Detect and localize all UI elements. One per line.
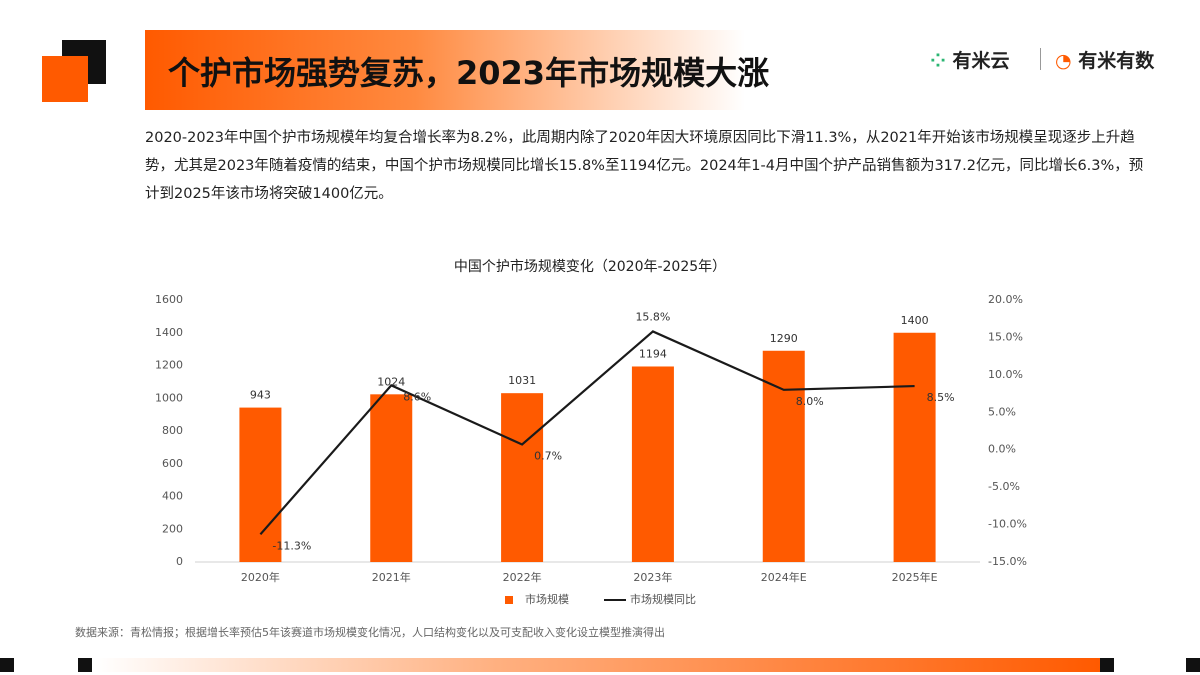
- deco-square: [1186, 658, 1200, 672]
- legend-label: 市场规模同比: [630, 592, 696, 606]
- y-tick-label: 1000: [155, 391, 183, 404]
- legend-swatch: [505, 596, 513, 604]
- deco-square: [1100, 658, 1114, 672]
- y2-tick-label: -15.0%: [988, 555, 1027, 568]
- bar: [239, 407, 282, 562]
- deco-square: [78, 658, 92, 672]
- bar-value-label: 1024: [377, 375, 405, 388]
- line-value-label: 15.8%: [635, 310, 670, 323]
- y-tick-label: 400: [162, 490, 183, 503]
- bar: [501, 393, 544, 562]
- logo-text: 有米有数: [1078, 50, 1155, 72]
- y-tick-label: 0: [176, 555, 183, 568]
- y-tick-label: 200: [162, 522, 183, 535]
- y2-tick-label: -5.0%: [988, 480, 1020, 493]
- y2-tick-label: 20.0%: [988, 293, 1023, 306]
- bar-value-label: 1194: [639, 347, 667, 360]
- logo: ⁘ 有米云: [930, 50, 1010, 72]
- y-tick-label: 800: [162, 424, 183, 437]
- chart: 中国个护市场规模变化（2020年-2025年） 0 200 400 600 800 100…: [155, 258, 1027, 606]
- y2-tick-label: 15.0%: [988, 330, 1023, 343]
- y-tick-label: 1400: [155, 326, 183, 339]
- line-value-label: 8.5%: [927, 391, 955, 404]
- bar-value-label: 943: [250, 389, 271, 402]
- bar: [631, 366, 674, 562]
- x-tick-label: 2022年: [503, 570, 542, 584]
- x-tick-label: 2024年E: [761, 570, 807, 584]
- title-band: [145, 30, 745, 110]
- line: [259, 330, 915, 536]
- line-value-label: 8.0%: [796, 395, 824, 408]
- x-tick-label: 2025年E: [892, 570, 938, 584]
- bar-value-label: 1400: [901, 314, 929, 327]
- bar: [762, 350, 805, 562]
- y-tick-label: 1600: [155, 293, 183, 306]
- x-tick-label: 2020年: [241, 570, 280, 584]
- x-tick-label: 2021年: [372, 570, 411, 584]
- line-value-label: 0.7%: [534, 449, 562, 462]
- y-tick-label: 600: [162, 457, 183, 470]
- logo-text: 有米云: [952, 50, 1010, 72]
- y2-tick-label: 0.0%: [988, 443, 1016, 456]
- bar: [893, 332, 936, 562]
- deco-square: [42, 56, 88, 102]
- y2-tick-label: -10.0%: [988, 518, 1027, 531]
- chart-title: 中国个护市场规模变化（2020年-2025年）: [454, 258, 726, 275]
- footer-bar: [95, 658, 1100, 672]
- y-tick-label: 1200: [155, 359, 183, 372]
- x-tick-label: 2023年: [633, 570, 672, 584]
- deco-square: [0, 658, 14, 672]
- logo: ◔ 有米有数: [1055, 50, 1155, 72]
- y2-tick-label: 10.0%: [988, 368, 1023, 381]
- bar: [370, 394, 413, 562]
- bar-value-label: 1290: [770, 332, 798, 345]
- bar-value-label: 1031: [508, 374, 536, 387]
- y2-tick-label: 5.0%: [988, 405, 1016, 418]
- summary-text: 2020-2023年中国个护市场规模年均复合增长率为8.2%，此周期内除了202…: [145, 130, 1144, 202]
- legend-label: 市场规模: [525, 592, 569, 606]
- source-note: 数据来源：青松情报；根据增长率预估5年该赛道市场规模变化情况，人口结构变化以及可…: [75, 626, 665, 639]
- slide-title: 个护市场强势复苏，2023年市场规模大涨: [168, 54, 770, 92]
- line-value-label: -11.3%: [272, 539, 311, 552]
- divider: [1040, 48, 1041, 70]
- line-value-label: 8.6%: [403, 390, 431, 403]
